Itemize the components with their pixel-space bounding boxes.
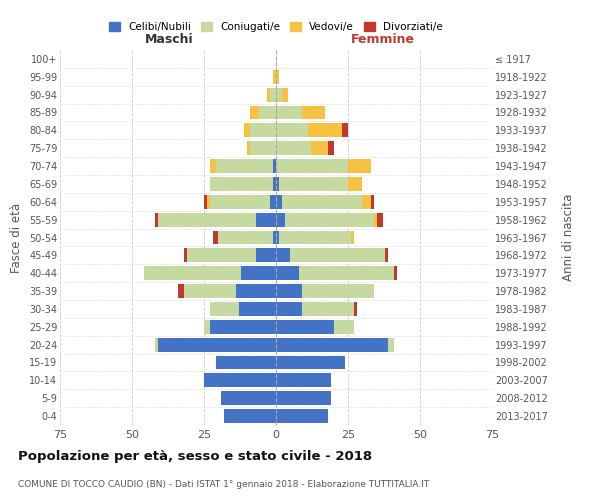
Bar <box>276 338 388 351</box>
Bar <box>276 177 279 191</box>
Bar <box>328 141 334 155</box>
Bar <box>371 195 374 209</box>
Bar <box>348 177 362 191</box>
Bar <box>247 141 250 155</box>
Bar <box>276 195 282 209</box>
Bar <box>207 195 210 209</box>
Text: Maschi: Maschi <box>145 34 194 46</box>
Bar <box>276 409 328 423</box>
Bar <box>276 320 334 334</box>
Bar <box>187 248 256 262</box>
Bar <box>302 302 354 316</box>
Bar <box>302 106 325 120</box>
Bar <box>239 302 276 316</box>
Bar <box>224 409 276 423</box>
Bar <box>348 159 371 173</box>
Bar <box>290 248 385 262</box>
Bar <box>342 124 348 138</box>
Bar <box>221 391 276 405</box>
Bar <box>215 356 276 370</box>
Bar <box>210 159 215 173</box>
Bar <box>155 212 158 226</box>
Bar <box>178 284 184 298</box>
Bar <box>354 302 356 316</box>
Bar <box>273 159 276 173</box>
Bar <box>302 284 374 298</box>
Bar <box>276 124 308 138</box>
Bar <box>308 124 342 138</box>
Bar <box>259 106 276 120</box>
Bar <box>244 124 250 138</box>
Y-axis label: Fasce di età: Fasce di età <box>10 202 23 272</box>
Bar <box>282 195 362 209</box>
Bar <box>284 212 374 226</box>
Bar <box>377 212 383 226</box>
Bar <box>210 177 273 191</box>
Bar <box>218 230 273 244</box>
Bar <box>385 248 388 262</box>
Bar <box>184 284 236 298</box>
Bar <box>210 302 239 316</box>
Bar <box>276 302 302 316</box>
Bar <box>250 141 276 155</box>
Bar <box>276 141 311 155</box>
Text: Popolazione per età, sesso e stato civile - 2018: Popolazione per età, sesso e stato civil… <box>18 450 372 463</box>
Bar <box>155 338 158 351</box>
Bar <box>273 70 276 84</box>
Bar <box>204 320 210 334</box>
Bar <box>276 374 331 388</box>
Bar <box>276 212 284 226</box>
Bar <box>276 284 302 298</box>
Bar <box>334 320 354 334</box>
Bar <box>210 320 276 334</box>
Bar <box>210 195 270 209</box>
Bar <box>273 230 276 244</box>
Bar <box>158 212 256 226</box>
Bar <box>279 177 348 191</box>
Bar <box>276 391 331 405</box>
Bar <box>276 356 345 370</box>
Bar <box>184 248 187 262</box>
Bar <box>282 88 287 102</box>
Bar <box>351 230 354 244</box>
Text: COMUNE DI TOCCO CAUDIO (BN) - Dati ISTAT 1° gennaio 2018 - Elaborazione TUTTITAL: COMUNE DI TOCCO CAUDIO (BN) - Dati ISTAT… <box>18 480 429 489</box>
Bar <box>236 284 276 298</box>
Bar <box>276 106 302 120</box>
Bar <box>270 88 276 102</box>
Bar <box>204 374 276 388</box>
Bar <box>250 106 259 120</box>
Bar <box>299 266 394 280</box>
Bar <box>270 195 276 209</box>
Bar <box>276 266 299 280</box>
Bar <box>362 195 371 209</box>
Bar <box>256 212 276 226</box>
Bar <box>388 338 394 351</box>
Bar <box>143 266 241 280</box>
Bar <box>256 248 276 262</box>
Bar <box>215 159 273 173</box>
Bar <box>241 266 276 280</box>
Bar <box>204 195 207 209</box>
Bar <box>276 159 348 173</box>
Bar <box>250 124 276 138</box>
Bar <box>212 230 218 244</box>
Bar <box>158 338 276 351</box>
Y-axis label: Anni di nascita: Anni di nascita <box>562 194 575 281</box>
Bar <box>276 70 279 84</box>
Bar <box>268 88 270 102</box>
Bar <box>276 248 290 262</box>
Legend: Celibi/Nubili, Coniugati/e, Vedovi/e, Divorziati/e: Celibi/Nubili, Coniugati/e, Vedovi/e, Di… <box>105 18 447 36</box>
Bar <box>276 88 282 102</box>
Bar <box>279 230 351 244</box>
Bar <box>311 141 328 155</box>
Bar <box>276 230 279 244</box>
Bar <box>273 177 276 191</box>
Bar <box>374 212 377 226</box>
Bar <box>394 266 397 280</box>
Text: Femmine: Femmine <box>350 34 415 46</box>
